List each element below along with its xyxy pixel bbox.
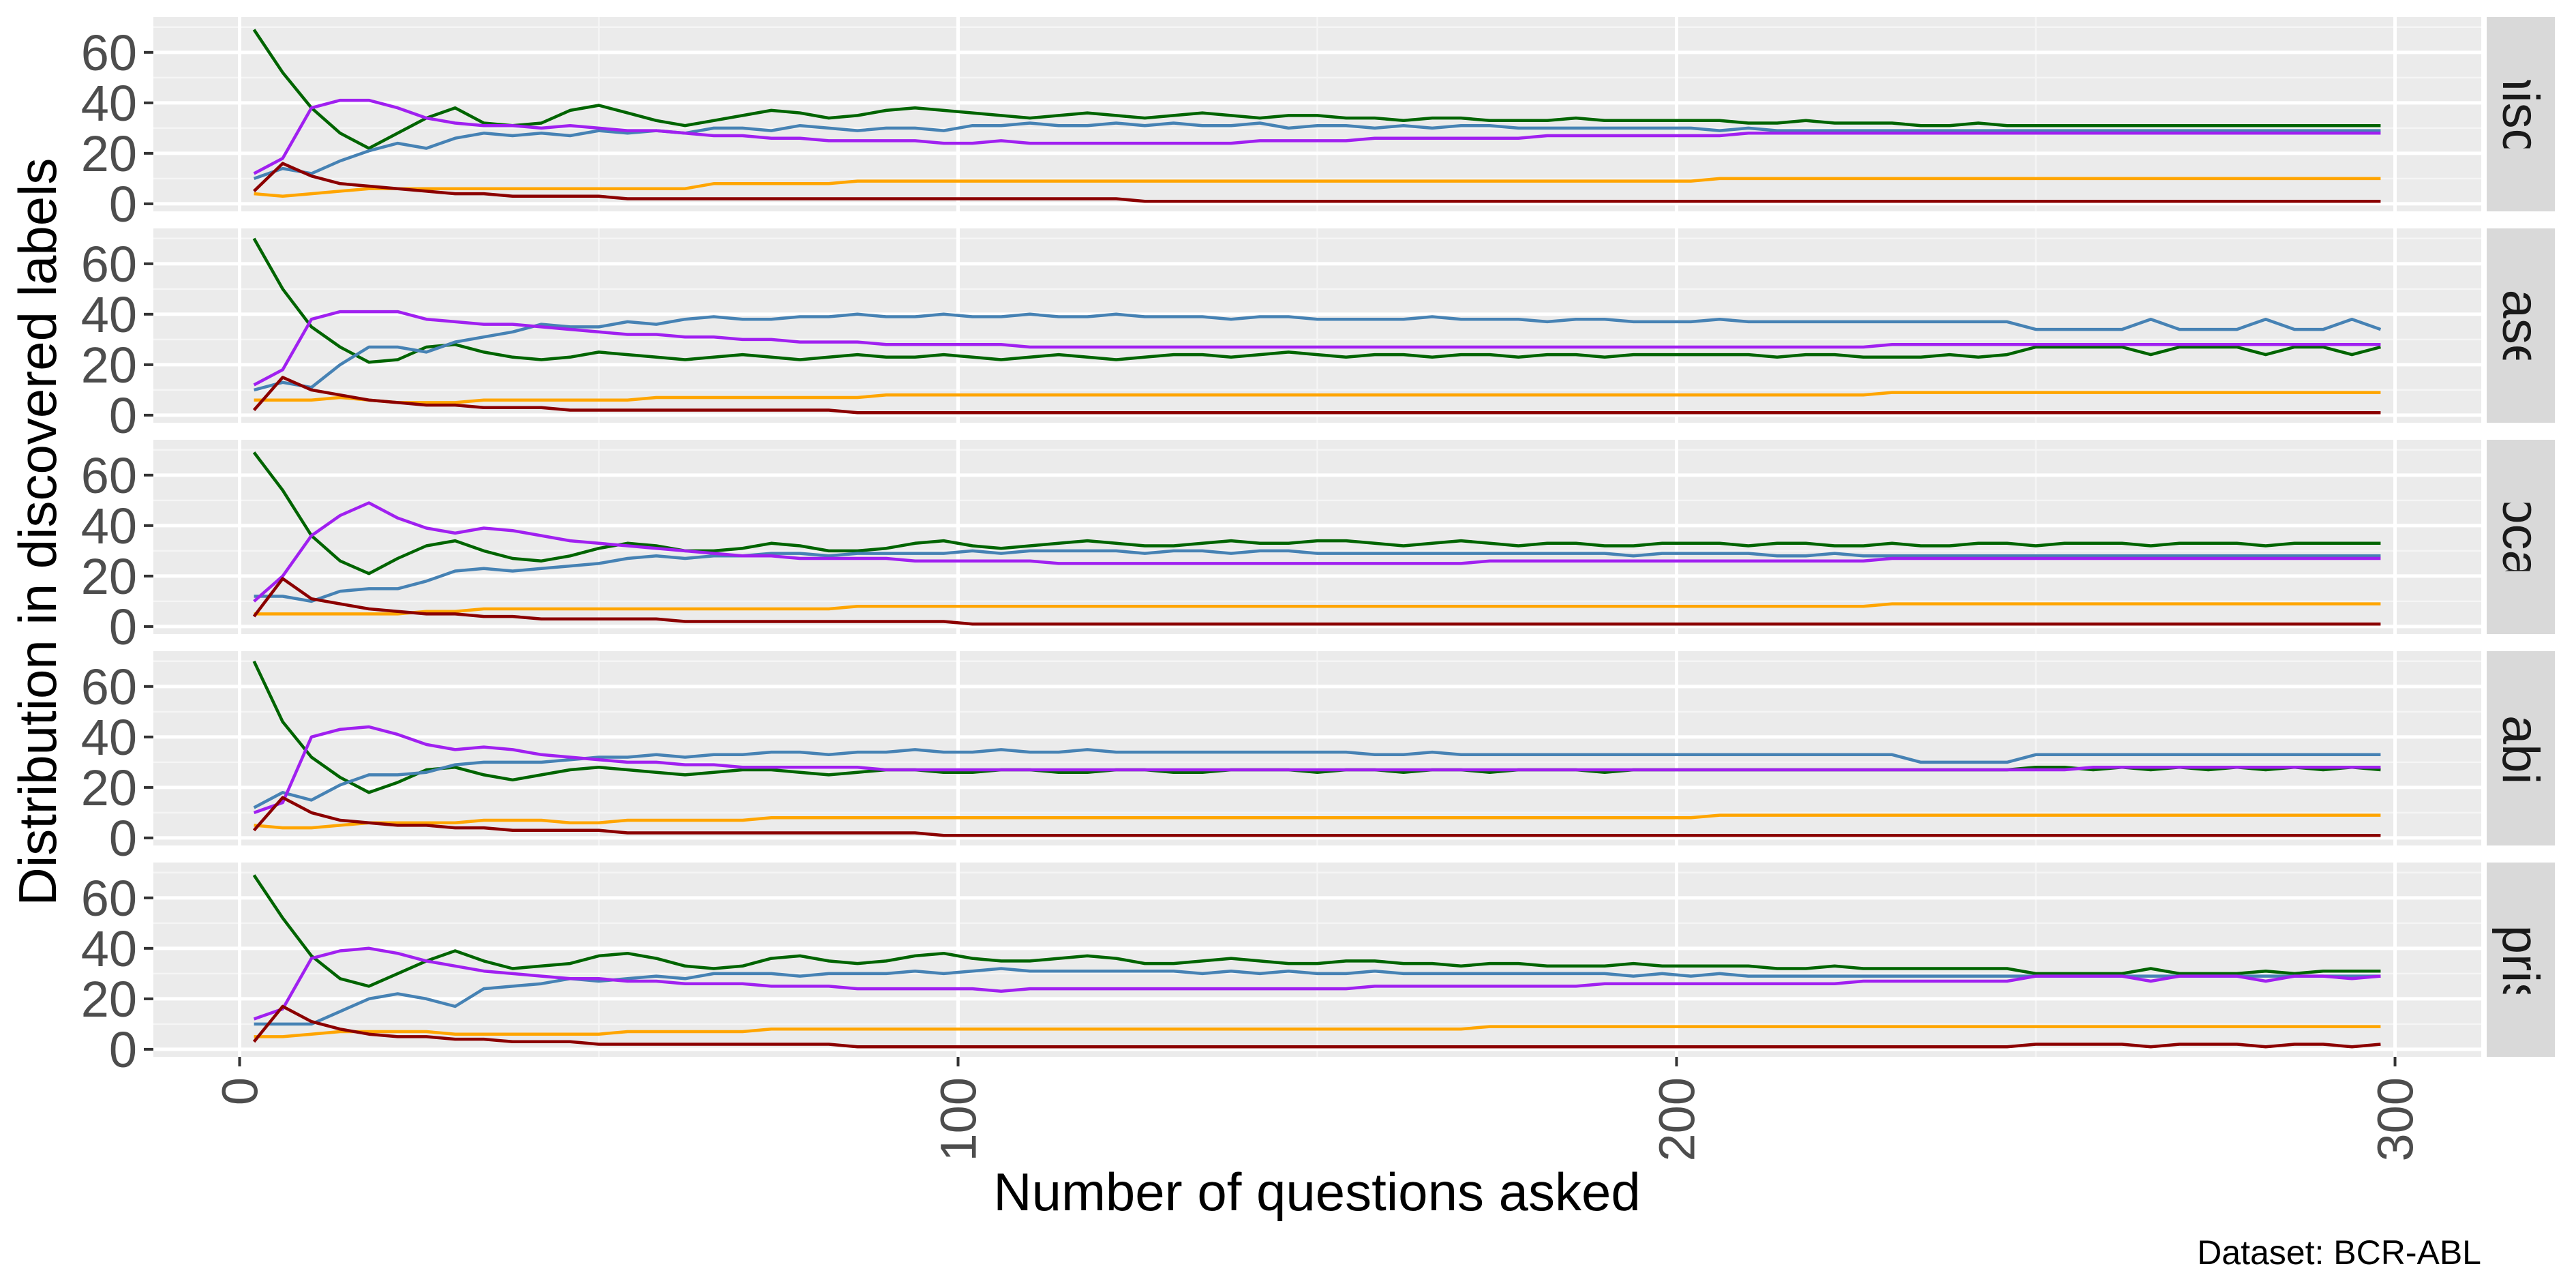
y-tick-label: 60 [81,447,137,504]
y-tick-label: 0 [109,387,137,444]
y-tick-label: 0 [109,1021,137,1078]
x-axis: 0 100 200 300 [211,1057,2424,1161]
series-line-2 [253,121,2381,181]
y-tick-label: 60 [81,870,137,927]
y-tick-label: 60 [81,25,137,81]
y-tick-label: 20 [81,971,137,1028]
series-line-1 [252,237,2381,364]
strip-background [2487,17,2555,211]
y-tick-label: 60 [81,236,137,293]
strip-background [2487,440,2555,634]
series-line-5 [252,796,2381,837]
series-line-5 [252,1004,2381,1049]
facet-strip: probabilistic [2487,612,2555,885]
series-line-1 [252,451,2381,575]
strip-label: omniscient [2491,0,2549,238]
y-tick-label: 40 [81,75,137,132]
strip-background [2487,651,2555,845]
series-line-3 [253,501,2381,603]
series-line-4 [254,813,2381,830]
facet-strip: biased [2487,228,2555,423]
series-line-3 [253,725,2381,815]
x-tick-label: 100 [930,1077,986,1161]
y-tick-label: 0 [109,176,137,233]
strip-label: local [2491,483,2549,590]
series-line-4 [254,602,2381,616]
series-line-1 [252,874,2381,988]
dataset-caption: Dataset: BCR-ABL [2197,1233,2481,1272]
y-tick-label: 40 [81,709,137,766]
x-tick-label: 0 [211,1077,268,1105]
strip-label: biased [2491,250,2549,402]
strip-label: probabilistic [2491,612,2549,885]
y-tick-label: 60 [81,659,137,715]
series-line-2 [254,312,2382,392]
series-line-2 [254,549,2381,603]
series-line-5 [252,577,2381,626]
y-tick-label: 20 [81,548,137,605]
facet-strip: local [2487,440,2555,634]
facet-strip: omniscient [2487,0,2555,238]
facet-strip: surprised [2487,853,2555,1066]
series-line-4 [254,177,2381,198]
y-tick-label: 20 [81,760,137,816]
series-line-3 [253,310,2381,387]
series-line-3 [253,946,2381,1021]
strip-background [2487,228,2555,423]
series-line-5 [253,162,2381,203]
x-tick-label: 300 [2367,1077,2424,1161]
y-tick-label: 0 [109,810,137,867]
y-tick-label: 0 [109,599,137,655]
y-tick-label: 40 [81,920,137,977]
x-axis-title: Number of questions asked [993,1162,1641,1222]
y-tick-label: 40 [81,286,137,343]
strip-background [2487,863,2555,1057]
series-line-1 [252,29,2381,150]
series-line-1 [252,660,2381,794]
strip-label: surprised [2491,853,2549,1066]
y-tick-label: 20 [81,337,137,393]
y-axis-title: Distribution in discovered labels [7,158,67,906]
y-tick-label: 20 [81,125,137,182]
x-tick-label: 200 [1649,1077,1706,1161]
series-line-3 [253,98,2381,175]
series-line-5 [252,376,2381,415]
series-line-2 [253,748,2381,809]
series-line-4 [254,391,2381,404]
series-line-4 [254,1025,2381,1038]
y-tick-label: 40 [81,498,137,554]
